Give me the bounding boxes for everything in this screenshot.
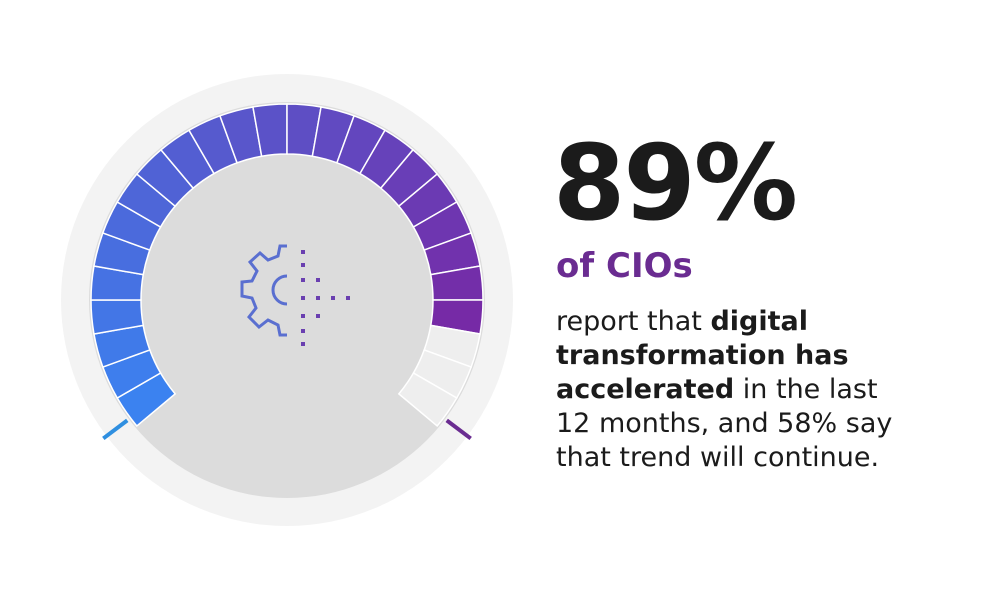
gauge-segments <box>90 103 484 441</box>
gauge-segment <box>397 371 458 428</box>
body-line: accelerated in the last <box>556 373 892 407</box>
dots <box>301 250 350 346</box>
gear-outline <box>240 244 287 337</box>
gear-icon <box>240 244 288 337</box>
subheadline: of CIOs <box>556 246 693 286</box>
gear-hub <box>271 274 288 306</box>
body-line: that trend will continue. <box>556 441 892 475</box>
dot <box>301 263 305 267</box>
gauge-graphic <box>61 74 513 526</box>
start-tick <box>102 418 129 441</box>
dot <box>301 314 305 318</box>
dot <box>331 296 335 300</box>
dot <box>301 250 305 254</box>
dot <box>346 296 350 300</box>
body-line: transformation has <box>556 339 892 373</box>
dot <box>316 278 320 282</box>
dot <box>301 329 305 333</box>
text: report that <box>556 306 711 337</box>
text: that trend will continue. <box>556 442 880 473</box>
text: in the last <box>734 374 878 405</box>
center-disc <box>147 160 427 440</box>
text: 12 months, and 58% say <box>556 408 893 439</box>
dot <box>301 296 305 300</box>
body-line: report that digital <box>556 305 892 339</box>
bold-text: transformation has <box>556 340 849 371</box>
dot <box>301 342 305 346</box>
dot <box>301 278 305 282</box>
end-tick <box>445 418 472 441</box>
bold-text: digital <box>710 306 809 337</box>
bold-text: accelerated <box>556 374 735 405</box>
dot <box>316 296 320 300</box>
headline: 89% <box>553 122 798 244</box>
dot <box>316 314 320 318</box>
body-line: 12 months, and 58% say <box>556 407 892 441</box>
body-text: report that digital transformation has acc… <box>556 305 892 475</box>
